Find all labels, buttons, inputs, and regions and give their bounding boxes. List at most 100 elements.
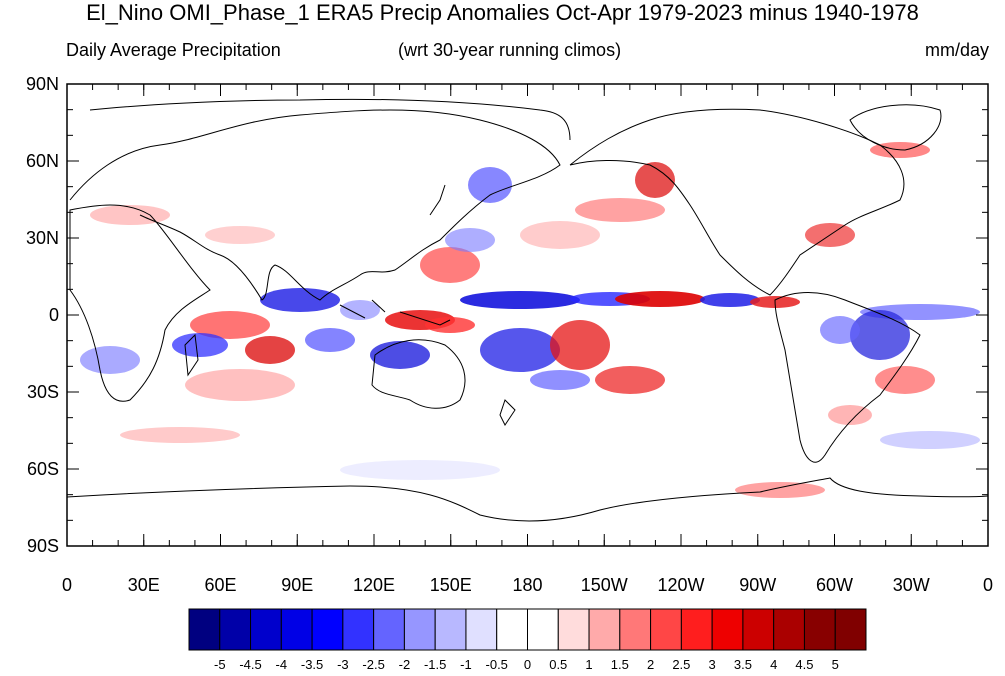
colorbar-label: 3 [709,657,716,672]
y-tick-label: 90N [26,74,59,94]
y-tick-label: 30N [26,228,59,248]
coastline-new-zealand [499,399,516,426]
colorbar-swatch [219,608,252,651]
colorbar-swatch [650,608,682,651]
anomaly-field [80,142,980,498]
anomaly-positive [550,320,610,370]
x-tick-label: 150E [430,575,472,595]
coastline-antarctica [67,477,988,522]
colorbar-label: -2 [399,657,411,672]
x-tick-label: 180 [512,575,542,595]
anomaly-positive [420,247,480,283]
y-tick-label: 60N [26,151,59,171]
anomaly-negative [340,460,500,480]
coastline-arctic [89,98,571,141]
colorbar-swatch [803,608,836,651]
colorbar-swatch [434,608,467,651]
anomaly-positive [425,317,475,333]
subtitle-center: (wrt 30-year running climos) [398,40,622,60]
colorbar-swatch [342,608,375,651]
colorbar-swatch [373,608,405,651]
anomaly-positive [185,369,295,401]
colorbar: -5 -4.5 -4 -3.5 -3 -2.5 -2 -1.5 -1 -0.5 0 0.5 1 1.5 2 2… [188,608,867,672]
anomaly-positive [615,291,705,307]
x-tick-label: 30E [128,575,160,595]
map-title: El_Nino OMI_Phase_1 ERA5 Precip Anomalie… [86,0,919,25]
y-tick-label: 30S [27,382,59,402]
colorbar-swatch [588,608,621,651]
x-tick-label: 120E [353,575,395,595]
colorbar-swatch [527,608,559,651]
colorbar-swatch [280,608,313,651]
anomaly-negative [468,167,512,203]
coastline-south-america [774,292,921,463]
anomaly-negative [370,341,430,369]
colorbar-label: 3.5 [734,657,752,672]
y-tick-label: 90S [27,536,59,556]
colorbar-label: -0.5 [486,657,508,672]
anomaly-negative [305,328,355,352]
anomaly-negative [445,228,495,252]
x-tick-label: 30W [893,575,930,595]
colorbar-label: 0 [524,657,531,672]
colorbar-label: 5 [832,657,839,672]
coastline-maritime-continent [339,299,451,326]
colorbar-swatch [557,608,590,651]
coastline-madagascar [184,333,199,377]
anomaly-positive [735,482,825,498]
coastline-japan [429,184,446,216]
anomaly-negative [880,431,980,449]
anomaly-negative [260,288,340,312]
colorbar-swatch [619,608,652,651]
anomaly-negative [820,316,860,344]
colorbar-swatch [250,608,282,651]
colorbar-label: 4 [770,657,777,672]
colorbar-label: -4 [276,657,288,672]
coastline-eurasia [69,109,561,301]
colorbar-label: -1 [460,657,472,672]
coastline-north-america [569,108,905,296]
anomaly-negative [700,293,760,307]
anomaly-positive [205,226,275,244]
colorbar-swatch [311,608,344,651]
anomaly-positive [575,198,665,222]
x-tick-label: 90E [281,575,313,595]
colorbar-label: 2 [647,657,654,672]
colorbar-label: 0.5 [549,657,567,672]
colorbar-swatch [403,608,436,651]
subtitle-left: Daily Average Precipitation [66,40,281,60]
coastlines [67,98,988,522]
x-tick-label: 60W [816,575,853,595]
anomaly-positive [595,366,665,394]
y-tick-label: 60S [27,459,59,479]
y-tick-label: 0 [49,305,59,325]
colorbar-label: 1 [585,657,592,672]
colorbar-label: 1.5 [611,657,629,672]
colorbar-label: 2.5 [672,657,690,672]
colorbar-label: 4.5 [795,657,813,672]
coastline-australia [371,339,466,409]
colorbar-label: -3.5 [301,657,323,672]
colorbar-swatch [742,608,775,651]
colorbar-swatch [773,608,805,651]
anomaly-negative [460,291,580,309]
x-tick-label: 60E [204,575,236,595]
colorbar-swatch [496,608,528,651]
x-tick-label: 0 [983,575,993,595]
colorbar-swatch [465,608,498,651]
x-tick-label: 90W [739,575,776,595]
colorbar-label: -5 [214,657,226,672]
anomaly-negative [480,328,560,372]
anomaly-negative [340,300,380,320]
colorbar-label: -1.5 [424,657,446,672]
x-tick-label: 150W [581,575,628,595]
anomaly-positive [828,405,872,425]
x-tick-label: 120W [657,575,704,595]
anomaly-negative [850,310,910,360]
anomaly-positive [245,336,295,364]
x-tick-label: 0 [62,575,72,595]
anomaly-negative [172,333,228,357]
anomaly-positive [190,311,270,339]
anomaly-positive [635,162,675,198]
